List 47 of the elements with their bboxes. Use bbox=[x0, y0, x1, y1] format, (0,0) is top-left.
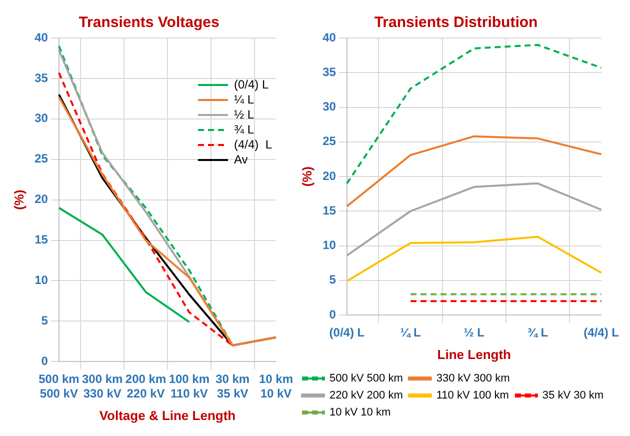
chart-title: Transients Distribution bbox=[374, 14, 538, 32]
y-tick-label: 25 bbox=[322, 134, 336, 148]
y-tick-label: 35 bbox=[34, 70, 48, 85]
legend-label: 500 kV 500 km bbox=[330, 372, 403, 385]
x-tick-label: ½ L bbox=[464, 326, 484, 340]
legend-label: ¾ L bbox=[234, 122, 254, 136]
legend-label: ¼ L bbox=[234, 92, 254, 106]
x-tick-label: ¾ L bbox=[527, 326, 548, 340]
y-tick-label: 30 bbox=[322, 100, 336, 114]
y-tick-label: 10 bbox=[322, 238, 336, 252]
legend-label: Av bbox=[234, 152, 248, 166]
y-tick-label: 35 bbox=[322, 64, 336, 79]
legend-label: (0/4) L bbox=[234, 77, 269, 92]
y-tick-label: 25 bbox=[34, 152, 48, 166]
legend-label: (4/4) L bbox=[234, 137, 272, 152]
y-tick-label: 5 bbox=[329, 272, 336, 287]
x-tick-label: (0/4) L bbox=[329, 326, 365, 340]
x-axis-title: Voltage & Line Length bbox=[99, 408, 236, 423]
y-tick-label: 30 bbox=[34, 111, 48, 126]
legend-label: 330 kV 300 km bbox=[436, 372, 510, 385]
chart-title: Transients Voltages bbox=[78, 14, 220, 32]
legend-label: 110 kV 100 km bbox=[436, 390, 509, 402]
x-tick-label: 100 km 110 kV bbox=[168, 372, 210, 401]
y-tick-label: 20 bbox=[34, 192, 48, 206]
y-tick-label: 15 bbox=[322, 203, 336, 218]
y-axis-title: (%) bbox=[299, 166, 314, 187]
y-tick-label: 0 bbox=[329, 307, 336, 322]
y-tick-label: 20 bbox=[322, 168, 336, 183]
x-tick-label: 10 km 10 kV bbox=[258, 372, 294, 401]
legend-label: ½ L bbox=[234, 107, 254, 122]
y-tick-label: 10 bbox=[34, 273, 48, 288]
x-tick-label: 200 km 220 kV bbox=[125, 372, 166, 401]
x-tick-label: (4/4) L bbox=[584, 326, 620, 340]
legend-label: 35 kV 30 km bbox=[542, 390, 604, 402]
legend-label: 10 kV 10 km bbox=[330, 406, 391, 419]
y-tick-label: 40 bbox=[322, 30, 336, 44]
x-tick-label: ¼ L bbox=[400, 326, 421, 340]
y-tick-label: 40 bbox=[34, 30, 48, 44]
y-tick-label: 0 bbox=[41, 354, 48, 368]
x-axis-title: Line Length bbox=[437, 346, 512, 362]
y-tick-label: 5 bbox=[41, 313, 48, 328]
x-tick-label: 300 km 330 kV bbox=[82, 372, 123, 401]
y-tick-label: 15 bbox=[34, 232, 48, 247]
x-tick-label: 30 km 35 kV bbox=[216, 372, 250, 401]
x-tick-label: 500 km 500 kV bbox=[38, 372, 80, 401]
legend-label: 220 kV 200 km bbox=[330, 390, 403, 402]
y-axis-title: (%) bbox=[11, 190, 26, 210]
